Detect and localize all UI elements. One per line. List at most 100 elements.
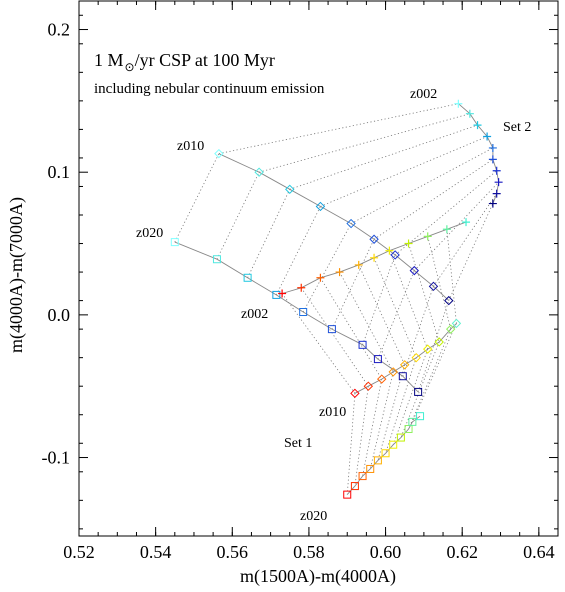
connector-z020-z010-set2 (331, 239, 375, 330)
connector-z020-z010-set2 (247, 189, 291, 278)
connector-z010-z020-set1 (369, 371, 394, 470)
point-z020-set2 (358, 340, 367, 349)
plot-frame (78, 0, 559, 537)
connector-z002-z010-set1 (281, 293, 356, 394)
point-z020-set1 (343, 490, 352, 499)
y-tick-label: 0.1 (48, 162, 71, 182)
label-z010-set2: z010 (177, 139, 204, 154)
point-z020-set1 (389, 440, 398, 449)
chart-title-line1: 1 M⊙/yr CSP at 100 Myr (94, 50, 275, 74)
x-tick-label: 0.64 (523, 542, 555, 562)
point-z020-set1 (350, 482, 359, 491)
connector-z020-z010-set2 (302, 223, 352, 313)
connector-z002-z010-set1 (358, 264, 406, 365)
point-z002-set1 (442, 225, 451, 234)
point-z010-set1 (445, 324, 456, 334)
series-line-z020-set2 (174, 241, 419, 393)
x-tick-label: 0.62 (446, 542, 478, 562)
y-tick-label: 0.0 (48, 305, 71, 325)
connector-z010-z020-set1 (354, 386, 369, 487)
point-z002-set1 (316, 273, 325, 282)
point-z010-set1 (411, 352, 421, 363)
label-z020-set1: z020 (300, 509, 327, 524)
point-z010-set2 (369, 234, 379, 244)
point-z010-set2 (254, 167, 264, 177)
point-z020-set2 (414, 387, 423, 396)
y-axis-title: m(4000A)-m(7000A) (6, 197, 27, 353)
point-z020-set2 (272, 290, 281, 299)
point-z020-set2 (299, 308, 308, 317)
point-z010-set2 (214, 148, 224, 159)
connector-z010-z020-set1 (412, 323, 457, 423)
x-tick-label: 0.56 (217, 542, 249, 562)
connector-z002-z010-set1 (373, 257, 417, 358)
connector-z020-z010-set2 (377, 270, 415, 360)
point-z010-set1 (400, 360, 410, 370)
connector-z020-z010-set2 (216, 172, 260, 260)
point-z002-set2 (473, 121, 482, 130)
point-z002-set1 (354, 260, 363, 269)
point-z002-set1 (385, 246, 394, 255)
point-z010-set1 (363, 381, 374, 391)
point-z002-set2 (454, 99, 463, 108)
point-z002-set1 (423, 232, 432, 241)
connector-z010-z002-set2 (394, 170, 497, 256)
chart-title-pre: 1 M (94, 50, 124, 70)
connector-z020-z010-set2 (174, 153, 220, 243)
point-z002-set2 (488, 199, 497, 208)
label-z002-set2: z002 (410, 87, 437, 102)
point-z002-set1 (297, 283, 306, 292)
connector-z010-z020-set1 (346, 393, 356, 495)
chart-title-post: /yr CSP at 100 Myr (135, 50, 275, 70)
point-z020-set1 (396, 433, 405, 442)
series-line-z002-set2 (458, 103, 500, 204)
point-z020-set2 (398, 372, 407, 381)
x-axis-title: m(1500A)-m(4000A) (240, 566, 396, 587)
label-set1: Set 1 (284, 436, 312, 451)
point-z010-set1 (434, 337, 444, 347)
connector-z020-z010-set2 (402, 286, 434, 377)
connector-z002-z010-set1 (339, 271, 394, 373)
point-z020-set1 (373, 456, 382, 465)
x-tick-label: 0.58 (293, 542, 325, 562)
point-z002-set2 (465, 109, 474, 118)
point-z020-set2 (373, 355, 382, 364)
point-z020-set1 (381, 449, 390, 458)
point-z020-set2 (243, 273, 252, 282)
label-z020-set2: z020 (136, 226, 163, 241)
point-z002-set1 (335, 268, 344, 277)
point-z010-set1 (451, 318, 462, 329)
connector-z002-z010-set1 (300, 287, 369, 387)
point-z010-set1 (388, 367, 398, 377)
label-z010-set1: z010 (319, 405, 346, 420)
connector-z010-z002-set2 (218, 103, 459, 155)
connector-z010-z002-set2 (320, 136, 488, 207)
solar-symbol: ⊙ (125, 60, 135, 74)
connector-z010-z002-set2 (373, 159, 494, 240)
connector-z020-z010-set2 (362, 254, 396, 345)
connector-z002-z010-set1 (408, 243, 440, 343)
point-z010-set2 (346, 218, 356, 229)
point-z002-set1 (278, 289, 287, 298)
point-z010-set2 (315, 201, 326, 212)
point-z020-set1 (408, 417, 417, 426)
point-z002-set2 (494, 178, 503, 187)
y-tick-label: 0.2 (48, 20, 71, 40)
connector-z010-z020-set1 (392, 348, 429, 445)
connector-z002-z010-set1 (320, 277, 383, 380)
connector-z010-z002-set2 (350, 147, 494, 224)
point-z020-set2 (212, 255, 221, 264)
connector-z010-z020-set1 (400, 341, 440, 438)
point-z010-set1 (377, 374, 387, 384)
connector-z010-z002-set2 (448, 203, 494, 301)
connector-z010-z020-set1 (385, 357, 417, 454)
label-set2: Set 2 (503, 120, 531, 135)
series-line-z010-set2 (218, 153, 450, 301)
connector-z010-z002-set2 (433, 193, 498, 287)
connector-z010-z002-set2 (289, 124, 478, 190)
y-tick-label: -0.1 (42, 448, 71, 468)
connector-z010-z020-set1 (362, 378, 383, 477)
connector-z010-z002-set2 (414, 181, 499, 271)
point-z020-set2 (170, 238, 179, 247)
